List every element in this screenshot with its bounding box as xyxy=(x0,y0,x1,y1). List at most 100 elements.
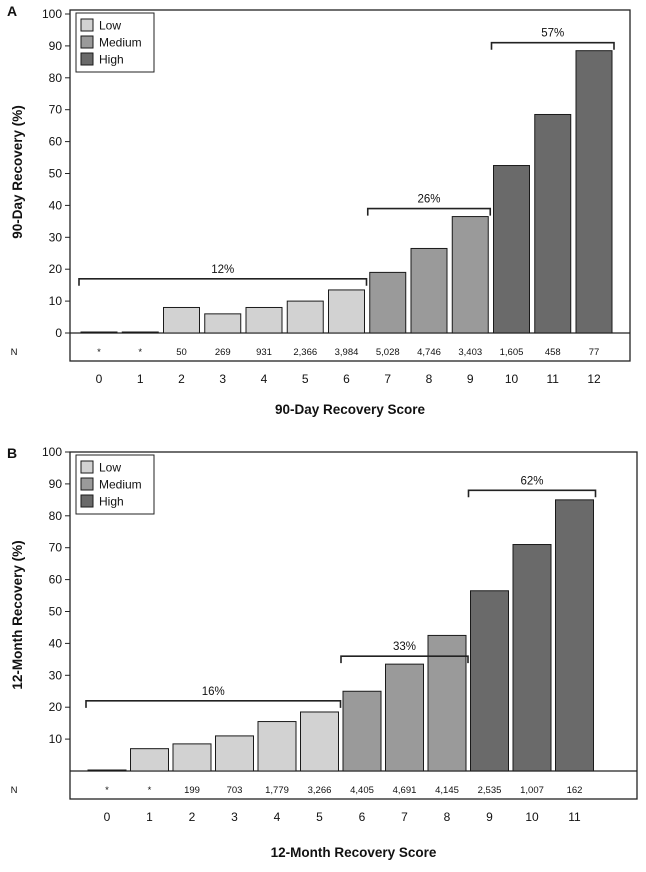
legend-swatch-high xyxy=(80,494,94,508)
legend-label-low: Low xyxy=(99,19,121,33)
n-row-label: N xyxy=(11,347,18,358)
x-tick-label: 8 xyxy=(426,372,433,386)
x-tick-label: 10 xyxy=(525,810,539,824)
y-tick-label: 20 xyxy=(49,262,63,276)
x-tick-label: 7 xyxy=(401,810,408,824)
n-value-2: 199 xyxy=(184,785,200,796)
x-tick-label: 4 xyxy=(261,372,268,386)
bar-score-4 xyxy=(245,306,283,334)
bracket-percent-label: 26% xyxy=(417,194,440,206)
x-tick-label: 0 xyxy=(96,372,103,386)
x-tick-label: 8 xyxy=(444,810,451,824)
bar-score-1 xyxy=(121,331,159,334)
bar-score-7 xyxy=(369,271,407,334)
y-tick-label: 10 xyxy=(49,294,63,308)
x-tick-label: 12 xyxy=(587,372,601,386)
legend-label-medium: Medium xyxy=(99,36,142,50)
group-bracket-3: 62% xyxy=(467,475,597,498)
bracket-percent-label: 57% xyxy=(541,28,564,40)
legend-swatch-medium xyxy=(80,477,94,491)
x-tick-label: 0 xyxy=(104,810,111,824)
x-tick-label: 7 xyxy=(384,372,391,386)
y-axis-title: 12-Month Recovery (%) xyxy=(10,540,25,689)
bracket-line xyxy=(490,41,615,50)
n-value-1: * xyxy=(148,785,152,796)
x-tick-label: 1 xyxy=(146,810,153,824)
x-tick-label: 5 xyxy=(302,372,309,386)
group-bracket-2: 26% xyxy=(366,194,492,216)
n-value-10: 1,605 xyxy=(500,347,524,358)
group-bracket-2: 33% xyxy=(340,641,469,664)
n-value-7: 5,028 xyxy=(376,347,400,358)
bracket-line xyxy=(366,207,492,216)
x-tick-label: 3 xyxy=(219,372,226,386)
y-tick-label: 70 xyxy=(49,541,63,555)
bar-score-6 xyxy=(342,690,382,772)
y-tick-label: 70 xyxy=(49,103,63,117)
y-tick-label: 40 xyxy=(49,198,63,212)
x-tick-label: 9 xyxy=(486,810,493,824)
x-tick-label: 11 xyxy=(547,372,560,386)
plot-frame xyxy=(69,451,638,800)
legend-label-low: Low xyxy=(99,461,121,475)
n-value-4: 931 xyxy=(256,347,272,358)
bar-score-0 xyxy=(80,331,118,334)
bar-score-3 xyxy=(215,735,254,772)
y-tick-label: 30 xyxy=(49,230,63,244)
y-tick-label: 80 xyxy=(49,71,63,85)
n-value-6: 3,984 xyxy=(335,347,359,358)
legend: Low Medium High xyxy=(75,454,155,515)
n-value-7: 4,691 xyxy=(393,785,417,796)
bracket-line xyxy=(78,277,368,286)
legend-swatch-low xyxy=(80,460,94,474)
bar-score-5 xyxy=(300,711,339,772)
bar-score-12 xyxy=(575,50,613,334)
bracket-line xyxy=(467,489,597,498)
bracket-percent-label: 12% xyxy=(211,264,234,276)
y-tick-label: 100 xyxy=(42,7,62,21)
x-tick-label: 2 xyxy=(189,810,196,824)
bracket-percent-label: 62% xyxy=(520,475,543,487)
n-value-9: 2,535 xyxy=(478,785,502,796)
legend-label-medium: Medium xyxy=(99,478,142,492)
y-tick-label: 50 xyxy=(49,167,63,181)
bar-score-5 xyxy=(286,300,324,334)
n-value-0: * xyxy=(97,347,101,358)
n-value-6: 4,405 xyxy=(350,785,374,796)
bar-score-0 xyxy=(87,769,127,772)
n-value-9: 3,403 xyxy=(458,347,482,358)
n-value-3: 269 xyxy=(215,347,231,358)
bar-score-6 xyxy=(328,289,365,334)
legend-label-high: High xyxy=(99,495,124,509)
y-tick-label: 90 xyxy=(49,477,63,491)
x-tick-label: 4 xyxy=(274,810,281,824)
x-tick-label: 9 xyxy=(467,372,474,386)
x-tick-label: 11 xyxy=(568,810,581,824)
bracket-line xyxy=(340,655,469,664)
bar-score-10 xyxy=(493,165,530,334)
y-tick-label: 20 xyxy=(49,700,63,714)
y-tick-label: 60 xyxy=(49,573,63,587)
n-value-4: 1,779 xyxy=(265,785,289,796)
legend-swatch-medium xyxy=(80,35,94,49)
n-value-10: 1,007 xyxy=(520,785,544,796)
bar-score-3 xyxy=(204,313,242,334)
n-value-11: 458 xyxy=(545,347,561,358)
x-tick-label: 6 xyxy=(359,810,366,824)
bar-score-8 xyxy=(410,247,448,334)
y-tick-label: 100 xyxy=(42,445,62,459)
y-tick-label: 30 xyxy=(49,668,63,682)
bar-score-9 xyxy=(470,590,509,772)
bar-score-7 xyxy=(385,663,424,772)
bar-score-4 xyxy=(257,721,297,772)
bracket-percent-label: 16% xyxy=(202,686,225,698)
n-value-2: 50 xyxy=(176,347,187,358)
bar-score-10 xyxy=(512,544,552,772)
x-tick-label: 5 xyxy=(316,810,323,824)
bar-score-2 xyxy=(172,743,212,772)
x-tick-label: 6 xyxy=(343,372,350,386)
panel-label: B xyxy=(7,445,17,461)
legend-swatch-low xyxy=(80,18,94,32)
